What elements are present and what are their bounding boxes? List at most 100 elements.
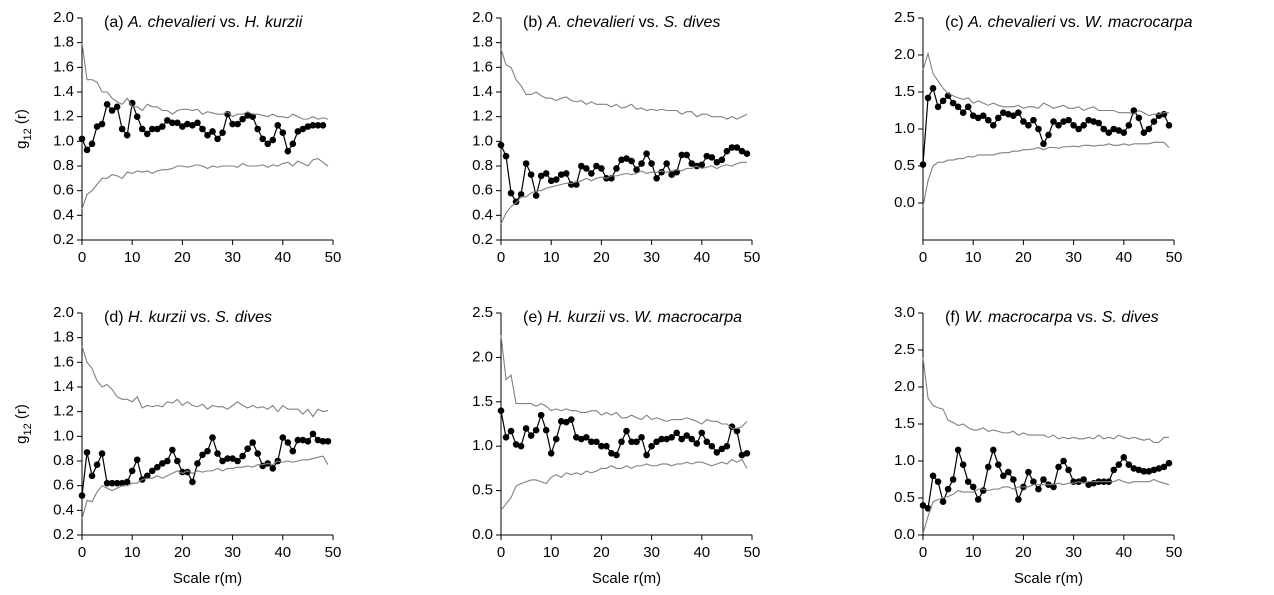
data-point — [1010, 112, 1017, 119]
y-tick-label: 1.8 — [53, 329, 74, 346]
data-point — [743, 450, 751, 457]
x-tick-label: 40 — [693, 544, 710, 561]
data-point — [133, 456, 141, 464]
title-part: W. macrocarpa — [634, 309, 742, 326]
data-point — [249, 439, 256, 446]
x-tick-label: 50 — [325, 544, 342, 561]
data-point — [264, 140, 272, 148]
data-point — [1150, 118, 1158, 125]
panel: 0.2 0.4 0.6 0.8 1.0 1.2 1.4 1.6 1.8 2.0 0 10 20 30 40 5… — [13, 304, 341, 587]
data-point — [209, 128, 216, 135]
y-tick-label: 1.6 — [53, 353, 74, 370]
data-point — [959, 461, 967, 469]
data-point — [1080, 476, 1087, 483]
envelope-line — [81, 455, 329, 520]
data-point — [1030, 116, 1037, 124]
data-point — [989, 122, 997, 129]
data-point — [537, 172, 545, 180]
data-point — [688, 435, 696, 443]
data-point — [179, 123, 186, 130]
envelope-line — [500, 161, 747, 225]
data-point — [1130, 107, 1138, 114]
data-point — [583, 434, 590, 441]
data-point — [294, 128, 302, 135]
y-tick-label: 2.5 — [894, 341, 915, 358]
data-point — [324, 437, 332, 445]
panel-title: (e) H. kurzii vs. W. macrocarpa — [523, 309, 742, 326]
data-point — [194, 460, 201, 467]
data-point — [708, 442, 716, 450]
x-tick-label: 40 — [274, 544, 291, 561]
data-point — [934, 478, 942, 486]
title-part: S. dives — [215, 309, 272, 326]
data-point — [638, 160, 645, 167]
data-point — [995, 114, 1002, 122]
y-tick-label: 1.6 — [53, 58, 74, 75]
data-point — [598, 165, 605, 172]
data-point — [633, 166, 640, 173]
data-point — [1130, 465, 1138, 472]
panel: 0.2 0.4 0.6 0.8 1.0 1.2 1.4 1.6 1.8 2.0 0 10 20 30 40 5… — [472, 9, 760, 266]
data-point — [723, 442, 731, 450]
data-point — [648, 442, 655, 450]
data-point — [643, 150, 650, 157]
data-point — [304, 123, 312, 130]
panel: 0.0 0.5 1.0 1.5 2.0 2.5 0 10 20 30 40 50 (e) H. kurz… — [472, 304, 760, 587]
y-tick-label: 1.5 — [472, 393, 493, 410]
data-point — [164, 457, 171, 465]
panel-title: (a) A. chevalieri vs. H. kurzii — [104, 14, 303, 31]
data-point — [214, 450, 221, 457]
y-tick-label: 2.0 — [472, 348, 493, 365]
data-point — [698, 161, 706, 169]
y-label-part: g — [13, 436, 30, 444]
data-point — [522, 160, 530, 167]
data-point — [184, 120, 191, 128]
x-tick-label: 20 — [593, 544, 610, 561]
x-tick-label: 30 — [643, 544, 660, 561]
data-point — [698, 429, 706, 437]
title-part: vs. — [1055, 14, 1084, 31]
data-point — [1095, 119, 1102, 127]
y-tick-label: 1.0 — [472, 132, 493, 149]
y-tick-label: 1.5 — [894, 83, 915, 100]
data-point — [688, 160, 696, 167]
data-point — [184, 468, 191, 476]
data-point — [663, 435, 670, 443]
data-point — [713, 159, 721, 166]
data-point — [919, 161, 927, 168]
y-tick-label: 0.8 — [53, 157, 74, 174]
x-tick-label: 40 — [274, 249, 291, 266]
data-point — [618, 438, 625, 446]
panel-title: (d) H. kurzii vs. S. dives — [104, 309, 272, 326]
data-point — [1105, 129, 1113, 136]
y-tick-label: 2.0 — [472, 9, 493, 26]
data-point — [1150, 466, 1158, 474]
data-point — [648, 160, 655, 167]
data-point — [703, 438, 711, 446]
data-point — [118, 125, 126, 133]
data-point — [733, 144, 741, 151]
data-point — [969, 112, 977, 119]
data-point — [284, 439, 292, 446]
data-point — [1110, 466, 1118, 474]
data-point — [628, 438, 635, 446]
data-point — [304, 437, 312, 445]
envelope-line — [922, 357, 1169, 444]
data-point — [995, 461, 1002, 469]
y-tick-label: 0.4 — [53, 501, 74, 518]
data-point — [179, 468, 186, 476]
data-point — [959, 109, 967, 117]
y-tick-label: 1.0 — [53, 427, 74, 444]
data-point — [1165, 459, 1173, 467]
data-point — [1115, 127, 1123, 134]
data-point — [239, 115, 246, 123]
x-tick-label: 0 — [497, 249, 505, 266]
data-point — [547, 450, 555, 457]
data-point — [613, 165, 620, 172]
title-part: S. dives — [1102, 309, 1159, 326]
x-tick-label: 0 — [919, 249, 927, 266]
data-point — [314, 122, 322, 129]
data-point — [174, 457, 181, 465]
data-point — [98, 450, 106, 457]
data-point — [164, 117, 171, 124]
